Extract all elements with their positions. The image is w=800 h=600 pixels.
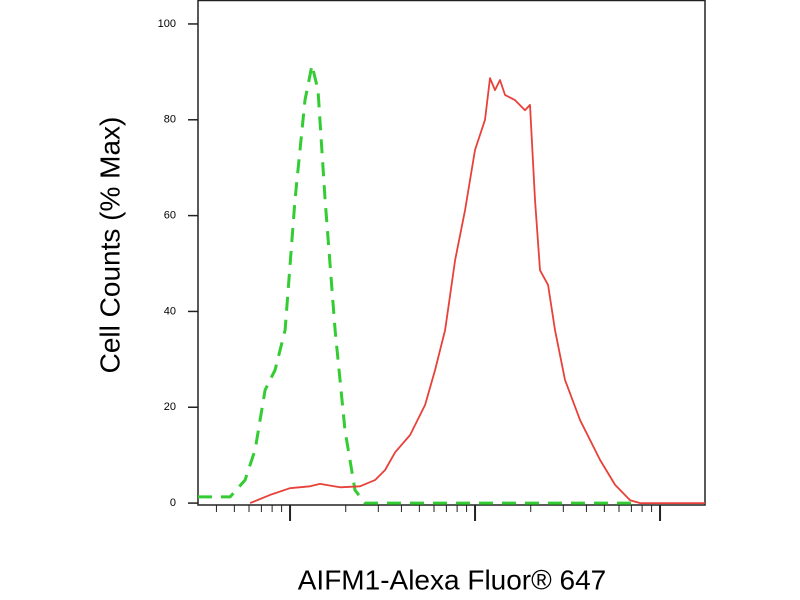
y-tick-label: 40	[164, 305, 176, 317]
x-axis-label: AIFM1-Alexa Fluor® 647	[298, 564, 607, 595]
series-line	[198, 63, 641, 505]
y-axis-label: Cell Counts (% Max)	[94, 117, 125, 374]
y-tick-label: 20	[164, 401, 176, 413]
y-tick-label: 100	[158, 18, 176, 30]
y-tick-label: 80	[164, 114, 176, 126]
plot-frame	[197, 0, 706, 506]
y-tick-label: 60	[164, 210, 176, 222]
y-tick-label: 0	[170, 497, 176, 509]
series-line	[249, 77, 705, 504]
